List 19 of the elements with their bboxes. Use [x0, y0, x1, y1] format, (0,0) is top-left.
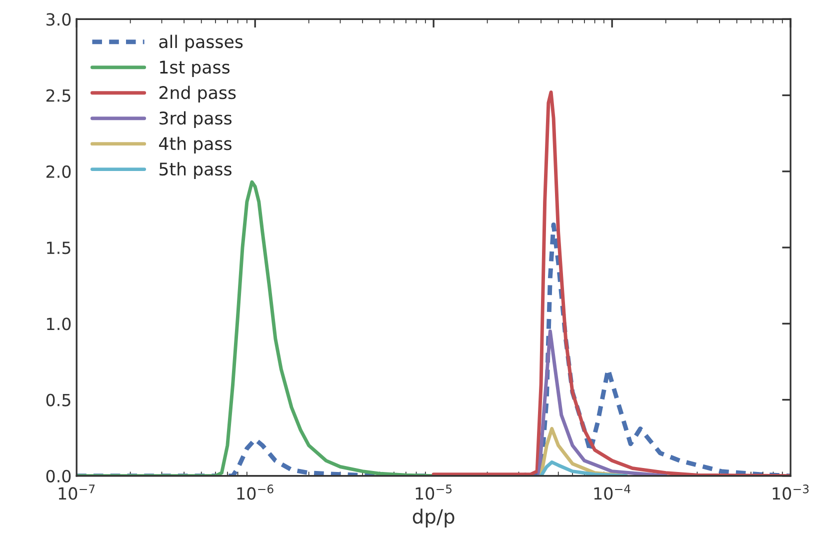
y-tick-label: 2.0 [46, 165, 71, 178]
y-tick-label: 1.0 [47, 318, 71, 330]
y-tick-label: 1.5 [47, 242, 70, 254]
legend-label: 4th pass [159, 136, 232, 154]
legend-label: 5th pass [160, 162, 232, 179]
x-axis-title: dp/p [412, 508, 454, 528]
y-tick-label: 0.5 [46, 394, 70, 406]
y-tick-label: 0.0 [46, 470, 71, 482]
y-tick-label: 3.0 [46, 13, 71, 26]
legend-label: all passes [159, 34, 243, 52]
x-tick-label: 10$^{−7}$ [58, 484, 95, 500]
legend-label: 1st pass [160, 60, 230, 78]
legend-label: 2nd pass [159, 86, 236, 103]
y-tick-label: 2.5 [46, 89, 70, 102]
x-tick-label: 10$^{−5}$ [416, 484, 452, 500]
x-tick-label: 10$^{−6}$ [237, 484, 274, 500]
x-tick-label: 10$^{−4}$ [594, 484, 630, 500]
legend-label: 3rd pass [160, 111, 232, 128]
x-tick-label: 10$^{−3}$ [772, 484, 809, 500]
